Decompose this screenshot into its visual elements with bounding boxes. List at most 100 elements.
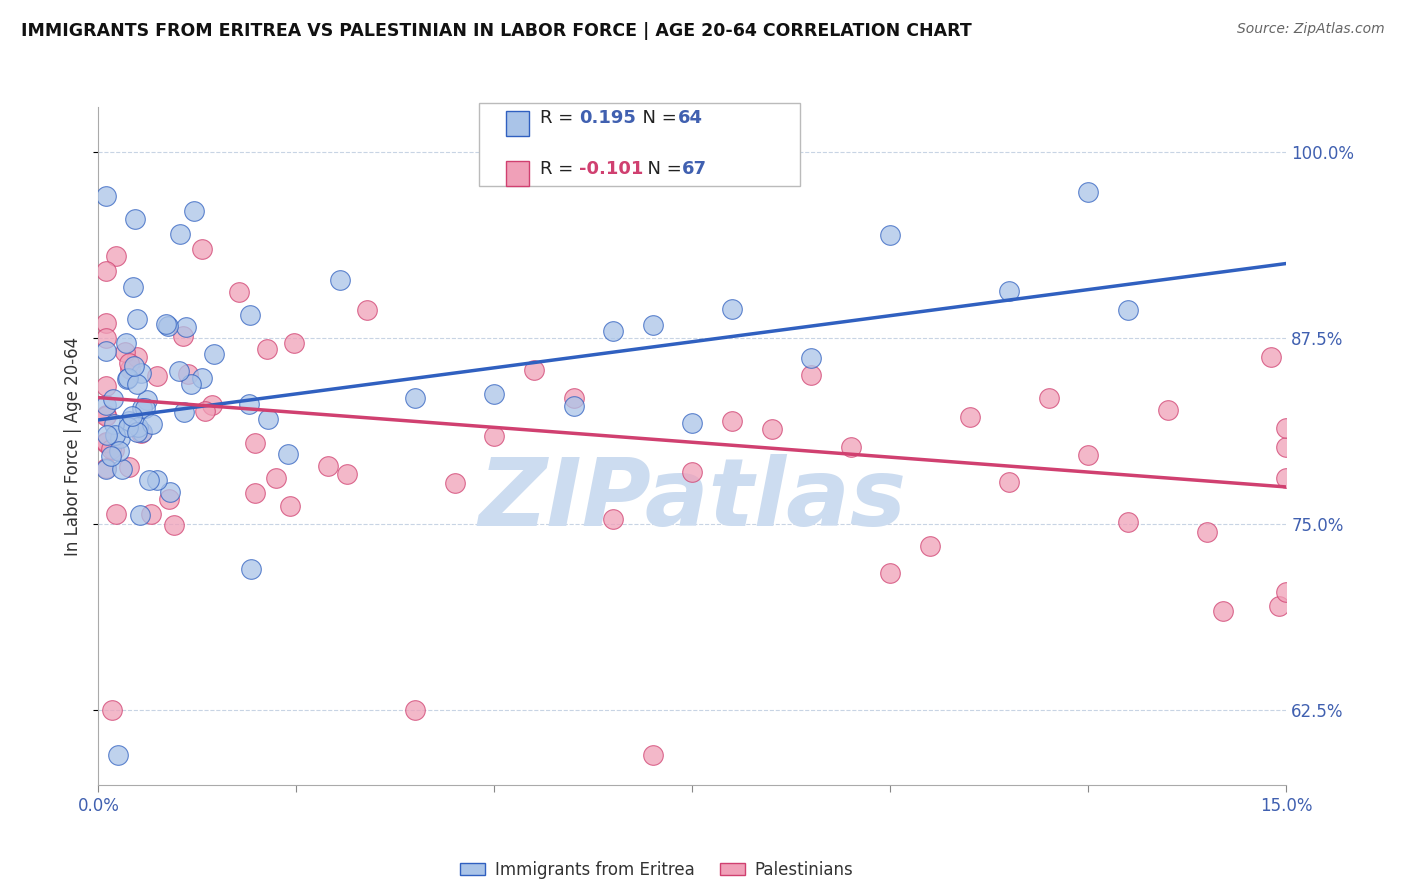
Text: 64: 64: [678, 109, 703, 127]
Point: [96, 409, 118, 423]
Point: [101, 703, 124, 717]
Point: [96, 409, 118, 423]
Point: [96, 434, 118, 449]
Point: [193, 404, 215, 418]
Point: [131, 401, 153, 416]
Point: [800, 368, 823, 382]
Point: [257, 412, 280, 426]
Point: [117, 372, 139, 386]
Point: [104, 507, 127, 521]
Text: N =: N =: [631, 109, 683, 127]
Point: [523, 363, 546, 377]
Point: [278, 499, 301, 513]
Point: [1275, 471, 1298, 485]
Point: [96, 379, 118, 393]
Point: [141, 417, 163, 431]
Point: [256, 342, 278, 356]
Point: [1156, 403, 1178, 417]
Point: [484, 387, 506, 401]
Point: [96, 398, 118, 412]
Point: [920, 539, 942, 553]
Point: [115, 335, 138, 350]
Point: [173, 405, 195, 419]
Point: [101, 392, 124, 407]
Point: [641, 318, 664, 332]
Point: [316, 458, 339, 473]
Point: [404, 391, 426, 405]
Point: [117, 356, 139, 370]
Point: [681, 417, 703, 431]
Point: [117, 371, 139, 385]
Point: [96, 462, 118, 476]
Point: [96, 427, 118, 442]
Text: 67: 67: [682, 160, 707, 178]
Point: [172, 328, 194, 343]
Point: [1267, 599, 1289, 613]
Point: [1116, 303, 1139, 318]
Point: [484, 428, 506, 442]
Point: [127, 419, 149, 434]
Point: [107, 748, 129, 763]
Point: [721, 301, 744, 316]
Point: [104, 427, 127, 442]
Point: [136, 392, 159, 407]
Point: [169, 227, 191, 241]
Text: 0.195: 0.195: [579, 109, 636, 127]
Point: [125, 425, 148, 439]
Point: [1275, 421, 1298, 435]
Point: [134, 401, 156, 415]
Point: [96, 264, 118, 278]
Point: [1212, 604, 1234, 618]
Text: N =: N =: [636, 160, 688, 178]
Point: [190, 371, 212, 385]
Point: [201, 398, 224, 412]
Y-axis label: In Labor Force | Age 20-64: In Labor Force | Age 20-64: [65, 336, 83, 556]
Point: [177, 368, 200, 382]
Point: [228, 285, 250, 299]
Point: [879, 227, 901, 242]
Point: [167, 364, 190, 378]
Point: [163, 518, 186, 533]
Point: [96, 189, 118, 203]
Point: [602, 324, 624, 338]
Point: [131, 425, 153, 439]
Point: [111, 462, 134, 476]
Point: [100, 450, 122, 464]
Point: [761, 422, 783, 436]
Point: [103, 443, 125, 458]
Point: [124, 211, 146, 226]
Point: [118, 414, 141, 428]
Point: [839, 440, 862, 454]
Text: IMMIGRANTS FROM ERITREA VS PALESTINIAN IN LABOR FORCE | AGE 20-64 CORRELATION CH: IMMIGRANTS FROM ERITREA VS PALESTINIAN I…: [21, 22, 972, 40]
Point: [641, 748, 664, 763]
Point: [118, 459, 141, 474]
Point: [800, 351, 823, 366]
Point: [681, 465, 703, 479]
Point: [96, 316, 118, 330]
Point: [141, 507, 163, 521]
Point: [1260, 350, 1282, 364]
Point: [239, 308, 262, 322]
Point: [277, 447, 299, 461]
Text: ZIPatlas: ZIPatlas: [478, 454, 907, 546]
Point: [998, 284, 1021, 298]
Text: R =: R =: [540, 109, 579, 127]
Point: [122, 359, 145, 373]
Point: [562, 391, 585, 405]
Point: [125, 350, 148, 364]
Point: [104, 249, 127, 263]
Point: [1275, 585, 1298, 599]
Point: [191, 242, 214, 256]
Point: [998, 475, 1021, 490]
Point: [155, 318, 177, 332]
Point: [122, 280, 145, 294]
Point: [562, 399, 585, 413]
Point: [1275, 440, 1298, 454]
Point: [138, 473, 160, 487]
Point: [96, 331, 118, 345]
Point: [283, 335, 305, 350]
Point: [1038, 391, 1060, 405]
Point: [145, 369, 167, 384]
Point: [1197, 524, 1219, 539]
Point: [129, 366, 152, 380]
